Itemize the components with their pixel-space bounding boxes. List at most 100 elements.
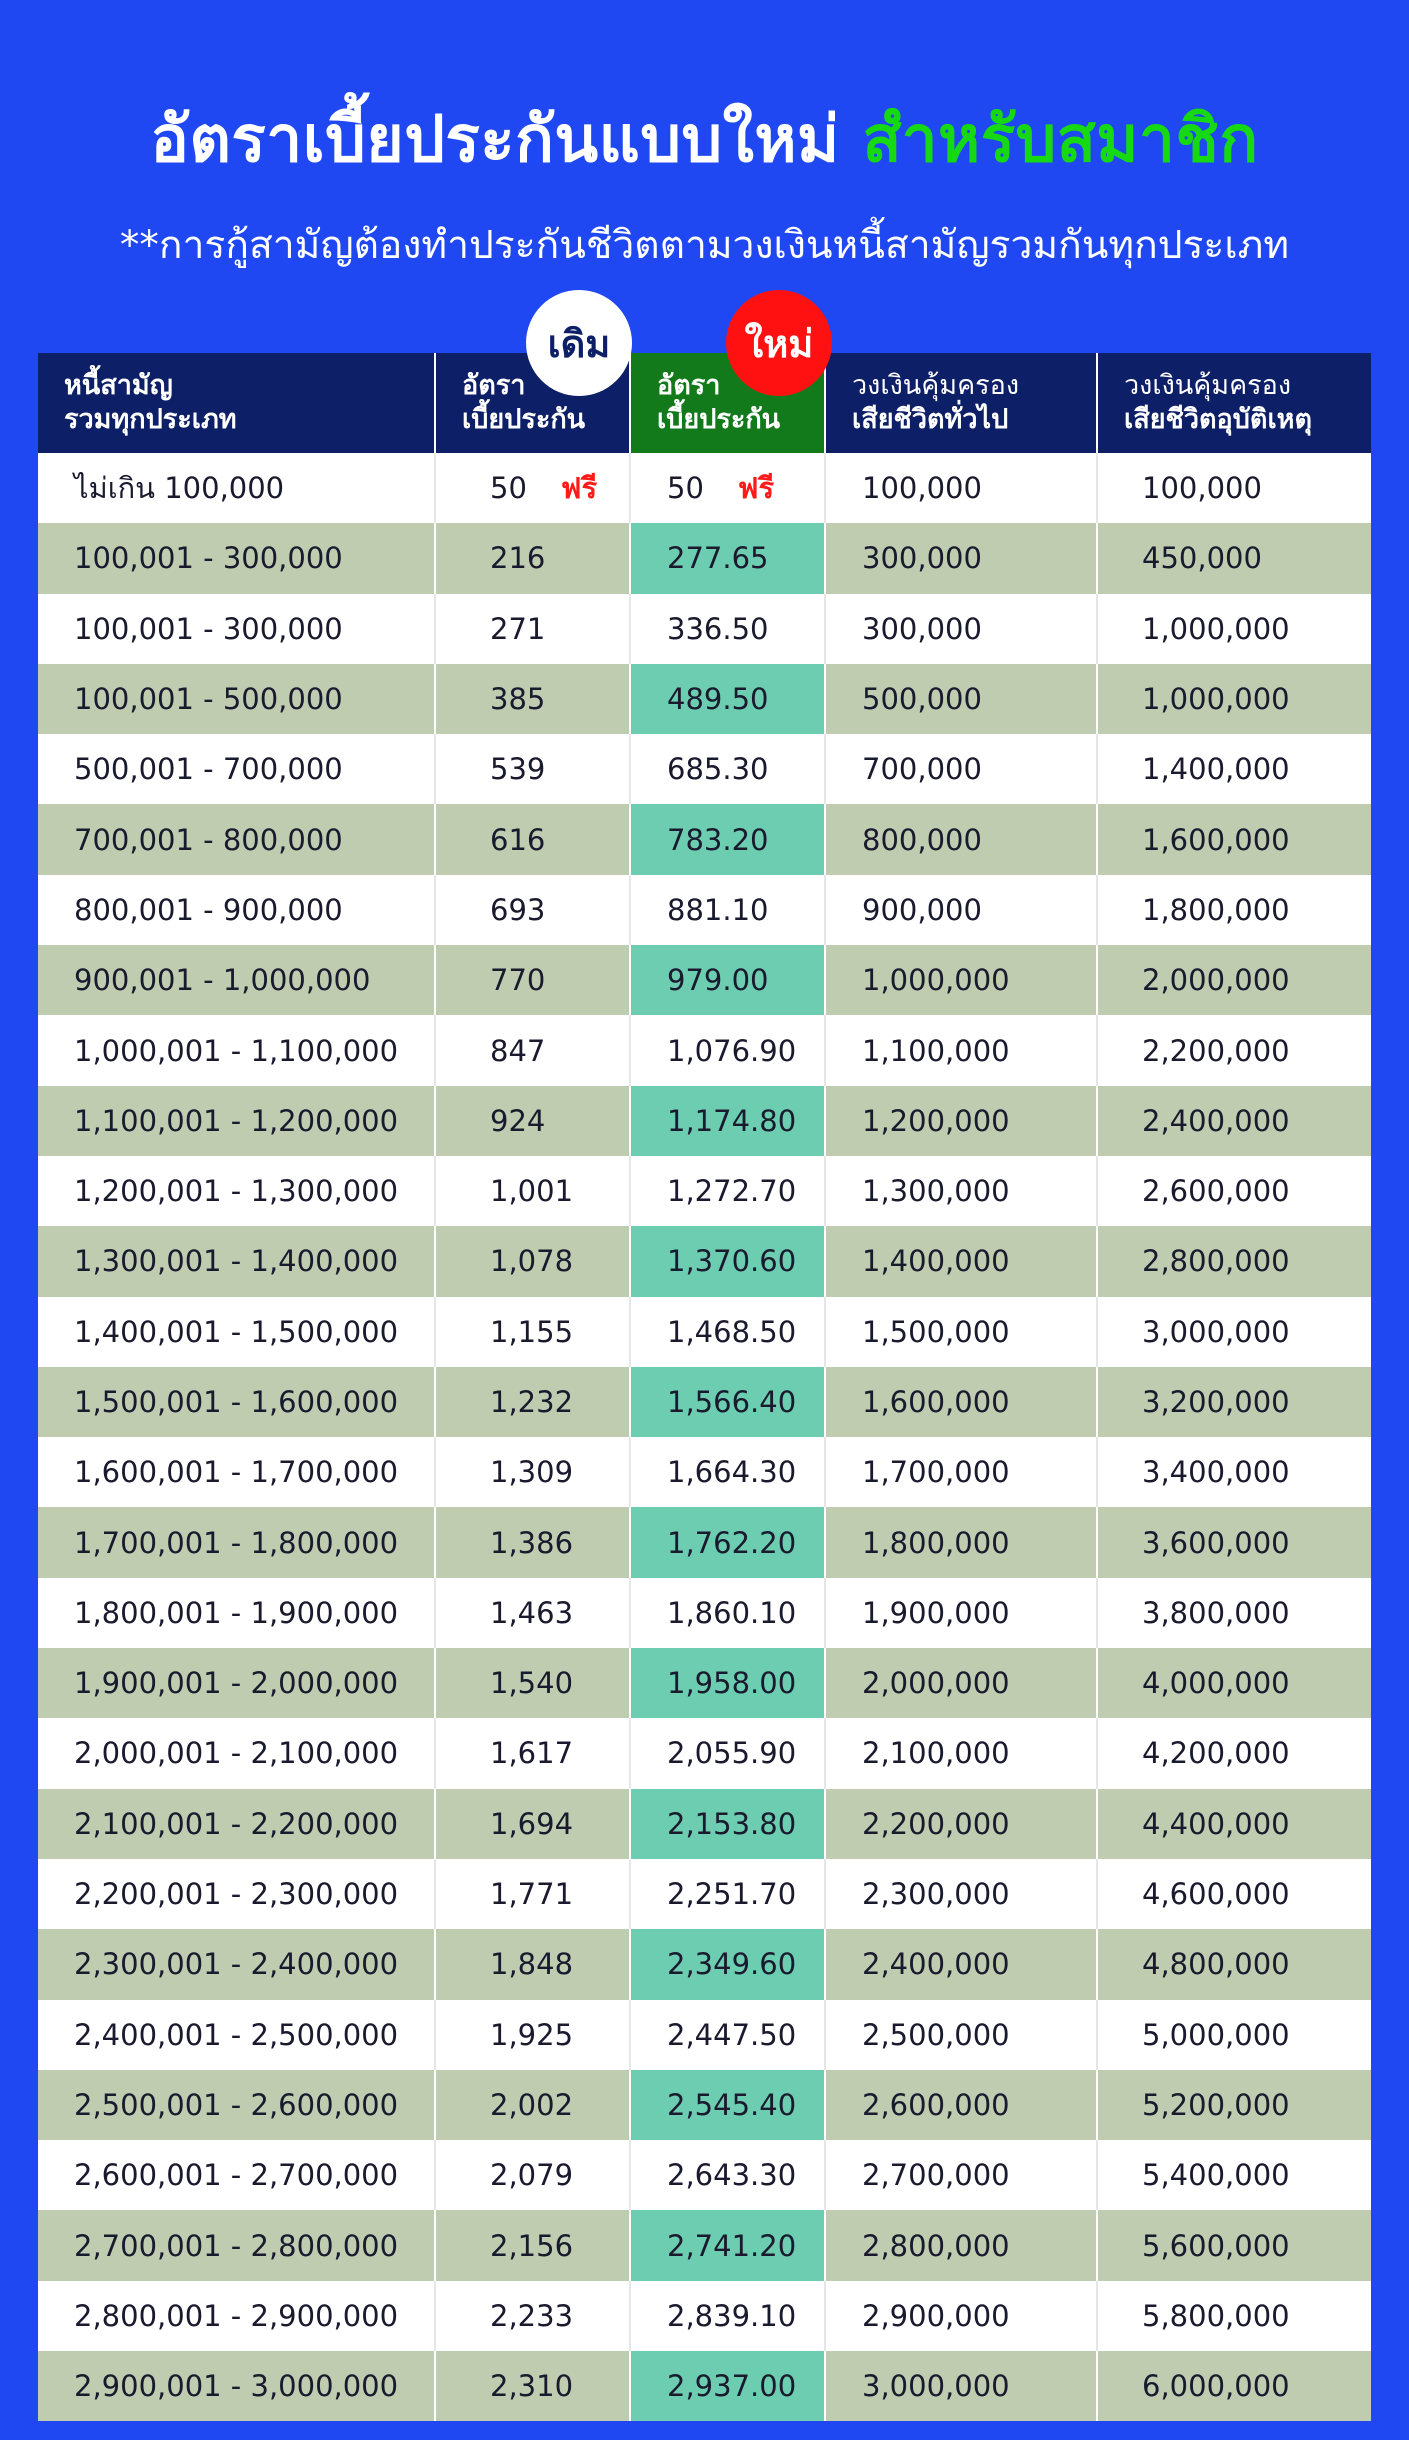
cell-coverage-accident-value: 5,200,000 <box>1142 2087 1290 2122</box>
cell-new-rate: 1,664.30 <box>631 1437 826 1508</box>
cell-coverage-accident: 4,200,000 <box>1098 1718 1371 1788</box>
table-row: 2,800,001 - 2,900,000 2,233 2,839.10 2,900,… <box>38 2280 1371 2352</box>
cell-debt-range: 500,001 - 700,000 <box>38 734 436 805</box>
cell-coverage-general: 100,000 <box>826 453 1098 524</box>
cell-old-rate-value: 924 <box>490 1103 546 1138</box>
cell-coverage-general-value: 1,900,000 <box>862 1595 1010 1630</box>
cell-new-rate-value: 1,174.80 <box>667 1103 797 1138</box>
cell-coverage-accident: 3,200,000 <box>1098 1367 1371 1437</box>
cell-coverage-accident: 4,600,000 <box>1098 1859 1371 1929</box>
cell-coverage-accident: 4,000,000 <box>1098 1648 1371 1718</box>
cell-coverage-accident: 6,000,000 <box>1098 2351 1371 2421</box>
cell-new-rate: 2,447.50 <box>631 1999 826 2070</box>
cell-new-rate-value: 1,566.40 <box>667 1385 797 1419</box>
cell-coverage-general: 1,800,000 <box>826 1507 1098 1578</box>
header-label-line2: เสียชีวิตทั่วไป <box>852 404 1009 435</box>
cell-coverage-accident-value: 2,200,000 <box>1142 1033 1290 1068</box>
premium-rate-table: หนี้สามัญ รวมทุกประเภท อัตรา เบี้ยประกัน… <box>38 353 1371 2422</box>
cell-old-rate: 1,078 <box>436 1226 631 1297</box>
table-row: 800,001 - 900,000 693 881.10 900,000 1,800,0… <box>38 874 1371 946</box>
cell-coverage-general-value: 1,600,000 <box>862 1385 1010 1419</box>
cell-coverage-accident-value: 3,000,000 <box>1142 1314 1290 1349</box>
cell-coverage-general: 2,500,000 <box>826 1999 1098 2070</box>
cell-coverage-general: 1,600,000 <box>826 1366 1098 1438</box>
badge-old: เดิม <box>526 290 632 396</box>
cell-coverage-general-value: 1,000,000 <box>862 963 1010 998</box>
cell-coverage-accident: 2,800,000 <box>1098 1226 1371 1296</box>
cell-coverage-accident-value: 1,400,000 <box>1142 752 1290 787</box>
cell-new-rate: 2,251.70 <box>631 1858 826 1930</box>
table-row: 1,000,001 - 1,100,000 847 1,076.90 1,100,00… <box>38 1015 1371 1086</box>
cell-old-rate: 2,002 <box>436 2069 631 2141</box>
cell-new-rate: 1,076.90 <box>631 1015 826 1086</box>
cell-coverage-accident-value: 4,000,000 <box>1142 1666 1290 1701</box>
cell-old-rate-value: 1,540 <box>490 1666 574 1701</box>
header-coverage-accident: วงเงินคุ้มครอง เสียชีวิตอุบัติเหตุ <box>1098 353 1371 453</box>
cell-old-rate: 847 <box>436 1015 631 1086</box>
cell-old-rate-value: 1,617 <box>490 1736 574 1771</box>
cell-coverage-accident: 100,000 <box>1098 453 1371 523</box>
cell-coverage-accident-value: 1,000,000 <box>1142 682 1290 717</box>
cell-coverage-accident-value: 1,000,000 <box>1142 611 1290 646</box>
cell-new-rate-value: 1,958.00 <box>667 1666 797 1701</box>
header-label-line2: เสียชีวิตอุบัติเหตุ <box>1124 404 1312 435</box>
cell-old-rate-value: 847 <box>490 1033 546 1068</box>
cell-debt-range: 100,001 - 300,000 <box>38 593 436 664</box>
cell-coverage-accident: 3,800,000 <box>1098 1578 1371 1648</box>
table-row: 2,700,001 - 2,800,000 2,156 2,741.20 2,800,… <box>38 2210 1371 2281</box>
table-row: 100,001 - 500,000 385 489.50 500,000 1,000,0… <box>38 663 1371 735</box>
cell-new-rate-value: 2,643.30 <box>667 2158 797 2193</box>
cell-coverage-general: 1,500,000 <box>826 1296 1098 1367</box>
cell-new-rate-value: 685.30 <box>667 752 769 787</box>
cell-new-rate-value: 1,860.10 <box>667 1595 797 1630</box>
cell-new-rate: 1,762.20 <box>631 1507 826 1578</box>
cell-coverage-accident-value: 5,000,000 <box>1142 2017 1290 2052</box>
cell-old-rate-value: 216 <box>490 541 546 576</box>
cell-debt-range: 100,001 - 500,000 <box>38 663 436 735</box>
cell-coverage-general-value: 900,000 <box>862 892 982 927</box>
cell-debt-range: 1,600,001 - 1,700,000 <box>38 1437 436 1508</box>
cell-coverage-accident-value: 3,200,000 <box>1142 1385 1290 1419</box>
table-row: 1,600,001 - 1,700,000 1,309 1,664.30 1,700,… <box>38 1437 1371 1508</box>
cell-new-rate-value: 2,055.90 <box>667 1736 797 1771</box>
cell-coverage-general-value: 1,400,000 <box>862 1244 1010 1279</box>
cell-old-rate-value: 2,156 <box>490 2228 574 2263</box>
cell-new-rate: 2,741.20 <box>631 2210 826 2281</box>
cell-debt-range-value: 100,001 - 300,000 <box>74 541 343 576</box>
header-label-line1: อัตรา <box>462 370 526 401</box>
cell-old-rate: 1,386 <box>436 1507 631 1578</box>
cell-debt-range: 1,200,001 - 1,300,000 <box>38 1155 436 1227</box>
cell-debt-range-value: 2,800,001 - 2,900,000 <box>74 2298 399 2333</box>
cell-old-rate: 1,001 <box>436 1155 631 1227</box>
cell-old-rate-value: 693 <box>490 892 546 927</box>
cell-coverage-general-value: 2,200,000 <box>862 1806 1010 1841</box>
cell-debt-range: 1,800,001 - 1,900,000 <box>38 1577 436 1649</box>
cell-new-rate-value: 1,664.30 <box>667 1455 797 1490</box>
cell-new-rate-value: 2,349.60 <box>667 1947 797 1982</box>
cell-coverage-accident: 2,000,000 <box>1098 945 1371 1015</box>
header-label-line1: อัตรา <box>657 370 721 401</box>
cell-coverage-general-value: 2,700,000 <box>862 2158 1010 2193</box>
table-row: 900,001 - 1,000,000 770 979.00 1,000,000 2,0… <box>38 945 1371 1016</box>
cell-new-rate: 50 ฟรี <box>631 453 826 524</box>
header-label-line2: รวมทุกประเภท <box>64 404 237 435</box>
cell-coverage-general: 1,700,000 <box>826 1437 1098 1508</box>
cell-new-rate-value: 2,937.00 <box>667 2369 797 2404</box>
cell-debt-range: 1,100,001 - 1,200,000 <box>38 1085 436 1156</box>
cell-coverage-general: 1,100,000 <box>826 1015 1098 1086</box>
cell-debt-range-value: 2,200,001 - 2,300,000 <box>74 1877 399 1912</box>
cell-coverage-general-value: 2,900,000 <box>862 2298 1010 2333</box>
table-row: 2,400,001 - 2,500,000 1,925 2,447.50 2,500,… <box>38 1999 1371 2070</box>
cell-old-rate: 1,925 <box>436 1999 631 2070</box>
cell-coverage-accident-value: 2,000,000 <box>1142 963 1290 998</box>
cell-debt-range: 100,001 - 300,000 <box>38 523 436 594</box>
cell-new-rate: 979.00 <box>631 945 826 1016</box>
table-row: 1,500,001 - 1,600,000 1,232 1,566.40 1,600,… <box>38 1366 1371 1438</box>
cell-old-rate: 1,540 <box>436 1648 631 1719</box>
cell-debt-range-value: 1,100,001 - 1,200,000 <box>74 1103 399 1138</box>
cell-debt-range: 2,800,001 - 2,900,000 <box>38 2280 436 2352</box>
table-row: 1,300,001 - 1,400,000 1,078 1,370.60 1,400,… <box>38 1226 1371 1297</box>
cell-coverage-general-value: 1,200,000 <box>862 1103 1010 1138</box>
header-label-line2: เบี้ยประกัน <box>462 404 586 435</box>
cell-debt-range-value: 2,000,001 - 2,100,000 <box>74 1736 399 1771</box>
